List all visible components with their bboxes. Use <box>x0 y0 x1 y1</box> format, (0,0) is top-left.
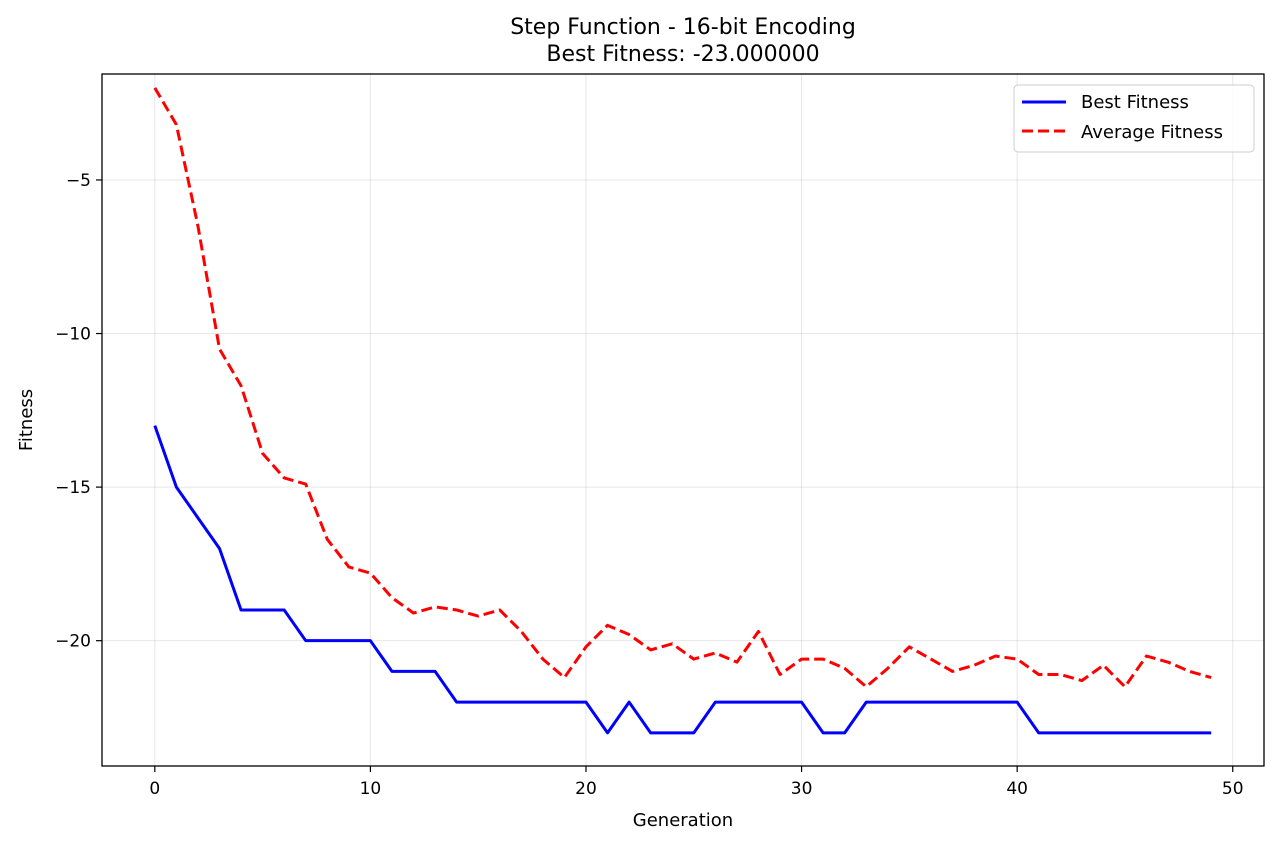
x-tick-label: 10 <box>360 779 382 799</box>
series-layer <box>153 87 1212 735</box>
legend-box <box>1013 84 1255 153</box>
y-tick-label: −20 <box>55 632 91 652</box>
series-line-best-fitness <box>153 425 1212 735</box>
y-tick-label: −5 <box>66 171 91 191</box>
legend: Best Fitness Average Fitness <box>1013 84 1255 153</box>
x-tick-label: 40 <box>1006 779 1028 799</box>
legend-label-average-fitness: Average Fitness <box>1081 122 1223 143</box>
chart-title: Step Function - 16-bit Encoding <box>510 15 856 40</box>
x-tick-label: 30 <box>791 779 813 799</box>
y-axis-label: Fitness <box>16 389 37 451</box>
x-tick-label: 0 <box>149 779 160 799</box>
y-tick-label: −15 <box>55 478 91 498</box>
plot-area-frame <box>101 73 1265 767</box>
legend-label-best-fitness: Best Fitness <box>1081 92 1189 113</box>
chart-subtitle: Best Fitness: -23.000000 <box>546 42 819 67</box>
y-tick-label: −10 <box>55 325 91 345</box>
grid-lines <box>102 74 1264 766</box>
x-tick-label: 50 <box>1222 779 1244 799</box>
x-tick-label: 20 <box>575 779 597 799</box>
x-axis-label: Generation <box>633 810 733 831</box>
x-axis-ticks: 0 10 20 30 40 50 <box>149 766 1244 799</box>
y-axis-ticks: −5 −10 −15 −20 <box>55 171 102 652</box>
series-line-average-fitness <box>153 87 1212 689</box>
